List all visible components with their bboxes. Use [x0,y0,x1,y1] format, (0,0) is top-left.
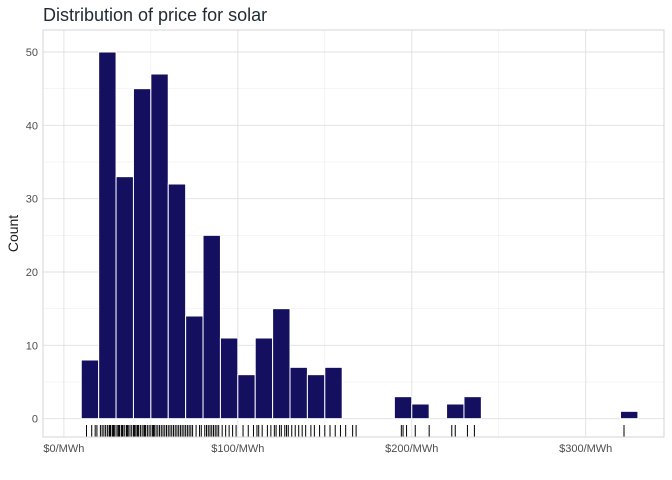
x-tick-label: $100/MWh [211,443,264,455]
histogram-bar [306,374,326,420]
histogram-bar [620,410,639,420]
histogram-bar [219,337,239,420]
histogram-bar [202,234,221,420]
y-axis-title: Count [5,215,21,252]
histogram-bar [185,315,204,420]
histogram-bar [237,374,256,420]
y-axis-ticks: 0 10 20 30 40 50 [26,47,38,426]
y-tick-label: 10 [26,340,38,352]
histogram-bar [272,308,291,420]
histogram-bar [324,366,343,420]
y-tick-label: 20 [26,267,38,279]
histogram-bar [289,366,308,420]
histogram-bar [98,51,117,420]
chart-title: Distribution of price for solar [43,5,268,25]
panel-border [42,29,665,438]
rug-layer [85,425,625,437]
histogram-bar [80,359,100,420]
y-tick-label: 50 [26,47,38,59]
y-tick-label: 0 [32,414,38,426]
x-axis-ticks: $0/MWh $100/MWh $200/MWh $300/MWh [43,443,612,455]
histogram-bar [254,337,274,420]
x-tick-label: $200/MWh [385,443,438,455]
bars-layer [80,51,639,420]
histogram-bar [167,183,187,420]
histogram-bar [132,88,152,420]
histogram-bar [150,73,169,420]
histogram-bar [115,176,134,420]
y-tick-label: 40 [26,120,38,132]
histogram-bar [446,403,465,420]
x-tick-label: $0/MWh [43,443,84,455]
y-tick-label: 30 [26,194,38,206]
x-tick-label: $300/MWh [559,443,612,455]
histogram-bar [411,403,430,420]
histogram-bar [393,396,413,420]
histogram-bar [463,396,482,420]
